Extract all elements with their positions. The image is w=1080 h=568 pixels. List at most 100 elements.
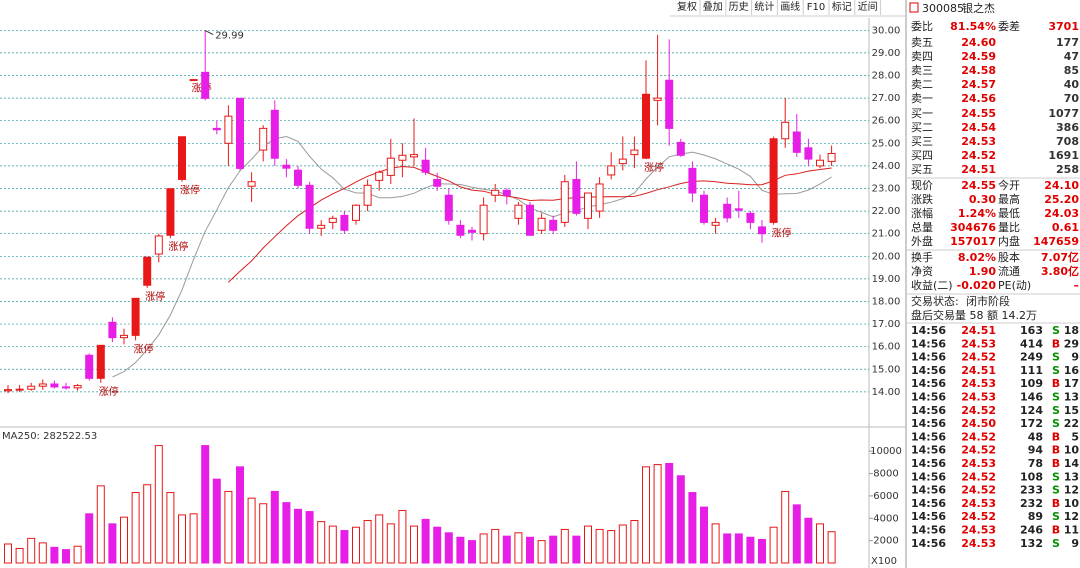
quote-value: 8.02% bbox=[958, 251, 996, 264]
quote-label: 流通 bbox=[998, 264, 1020, 278]
candle-body bbox=[73, 385, 82, 389]
volume-bar bbox=[328, 525, 337, 564]
volume-bar bbox=[433, 526, 442, 564]
candle-body bbox=[665, 79, 674, 129]
volume-bar bbox=[804, 517, 813, 564]
high-label: 29.99 bbox=[215, 31, 244, 42]
trade-price: 24.52 bbox=[961, 404, 996, 417]
quote-label: 委比 bbox=[911, 20, 933, 33]
moving-average bbox=[228, 165, 832, 283]
quote-value: 24.55 bbox=[961, 179, 996, 192]
candle-body bbox=[468, 229, 476, 233]
candle-body bbox=[120, 334, 128, 339]
toolbar-button[interactable]: F10 bbox=[807, 2, 825, 13]
candle-body bbox=[676, 141, 685, 156]
candle-body bbox=[734, 208, 743, 211]
volume-bar bbox=[189, 513, 198, 564]
candle-body bbox=[143, 256, 152, 286]
trade-volume: 132 bbox=[1020, 537, 1043, 550]
quote-value: 24.57 bbox=[961, 78, 996, 91]
quote-value: -0.020 bbox=[957, 279, 997, 292]
y-tick-label: 16.00 bbox=[872, 342, 901, 353]
trade-volume: 94 bbox=[1028, 444, 1044, 457]
trade-count: 11 bbox=[1064, 524, 1079, 537]
limit-label: 涨停 bbox=[145, 290, 165, 303]
candle-body bbox=[630, 149, 639, 156]
toolbar-button[interactable]: 复权 bbox=[677, 0, 697, 13]
quote-label: 买二 bbox=[911, 121, 933, 134]
trade-price: 24.50 bbox=[961, 417, 996, 430]
trade-volume: 124 bbox=[1020, 404, 1043, 417]
quote-volume: 258 bbox=[1056, 163, 1079, 176]
trade-count: 9 bbox=[1071, 351, 1079, 364]
volume-bar bbox=[711, 523, 720, 564]
volume-bar bbox=[642, 466, 650, 564]
quote-label: 买一 bbox=[911, 107, 933, 120]
trade-side: B bbox=[1052, 457, 1060, 470]
quote-volume: 708 bbox=[1056, 135, 1079, 148]
quote-label: 量比 bbox=[998, 221, 1020, 234]
quote-value: 24.59 bbox=[961, 50, 996, 63]
quote-value: 24.54 bbox=[961, 121, 996, 134]
y-tick-label: 21.00 bbox=[872, 229, 901, 240]
y-tick-label: 18.00 bbox=[872, 296, 901, 307]
trade-side: B bbox=[1052, 377, 1060, 390]
trade-side: S bbox=[1052, 364, 1060, 377]
trade-price: 24.53 bbox=[961, 391, 996, 404]
toolbar-button[interactable]: 统计 bbox=[754, 0, 774, 13]
candle-body bbox=[178, 136, 186, 180]
volume-bar bbox=[154, 445, 163, 564]
quote-value: 24.60 bbox=[961, 36, 996, 49]
quote-value: 3.80亿 bbox=[1041, 264, 1079, 278]
trade-count: 12 bbox=[1064, 484, 1079, 497]
trade-side: B bbox=[1052, 430, 1060, 443]
high-pointer bbox=[204, 30, 214, 35]
toolbar-button[interactable]: 历史 bbox=[729, 1, 749, 13]
trade-price: 24.52 bbox=[961, 510, 996, 523]
trade-count: 14 bbox=[1064, 457, 1080, 470]
trade-side: B bbox=[1052, 497, 1060, 510]
trade-volume: 78 bbox=[1028, 457, 1043, 470]
trade-time: 14:56 bbox=[911, 537, 946, 550]
y-tick-label: 10000 bbox=[870, 446, 902, 457]
limit-label: 涨停 bbox=[644, 161, 664, 174]
toolbar-button[interactable]: 标记 bbox=[832, 1, 852, 13]
volume-bar bbox=[653, 464, 662, 564]
candle-body bbox=[444, 194, 453, 221]
candle-body bbox=[38, 383, 47, 387]
trade-time: 14:56 bbox=[911, 430, 946, 443]
candle-body bbox=[189, 79, 198, 82]
volume-bar bbox=[618, 524, 627, 564]
candle-body bbox=[27, 385, 36, 390]
quote-label: 卖四 bbox=[911, 50, 933, 63]
trade-side: B bbox=[1052, 337, 1060, 350]
trade-time: 14:56 bbox=[911, 404, 946, 417]
quote-value: 0.30 bbox=[969, 193, 996, 206]
volume-bar bbox=[50, 546, 59, 564]
candle-body bbox=[827, 152, 836, 162]
y-tick-label: 22.00 bbox=[872, 206, 901, 217]
candle-body bbox=[642, 93, 650, 159]
candle-body bbox=[352, 204, 360, 221]
limit-label: 涨停 bbox=[134, 342, 154, 355]
candle-body bbox=[201, 71, 210, 99]
quote-label: 涨跌 bbox=[911, 192, 933, 206]
quote-label: 最低 bbox=[998, 207, 1020, 220]
trade-time: 14:56 bbox=[911, 324, 946, 337]
trade-price: 24.52 bbox=[961, 484, 996, 497]
quote-volume: 70 bbox=[1064, 92, 1080, 105]
candle-body bbox=[758, 226, 766, 235]
quote-label: 卖三 bbox=[911, 64, 933, 77]
candle-body bbox=[270, 109, 279, 159]
volume-bar bbox=[108, 523, 117, 564]
candle-body bbox=[282, 164, 291, 169]
toolbar-button[interactable]: 画线 bbox=[780, 0, 800, 13]
trade-time: 14:56 bbox=[911, 470, 946, 483]
candle-body bbox=[479, 204, 488, 235]
quote-volume: 1691 bbox=[1048, 149, 1079, 162]
trade-time: 14:56 bbox=[911, 377, 946, 390]
toolbar-button[interactable]: 叠加 bbox=[703, 1, 723, 13]
candle-body bbox=[375, 171, 384, 181]
candle-body bbox=[618, 158, 627, 165]
toolbar-button[interactable]: 近间 bbox=[858, 0, 878, 13]
